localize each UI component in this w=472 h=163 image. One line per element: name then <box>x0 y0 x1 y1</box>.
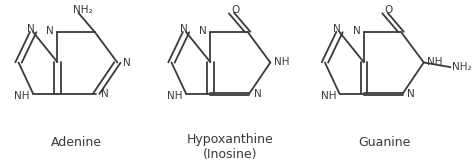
Text: N: N <box>407 89 415 99</box>
Text: NH: NH <box>167 91 183 102</box>
Text: NH: NH <box>14 91 30 102</box>
Text: O: O <box>231 5 239 15</box>
Text: N: N <box>333 24 341 34</box>
Text: N: N <box>101 89 109 99</box>
Text: NH: NH <box>274 57 289 67</box>
Text: N: N <box>353 26 360 36</box>
Text: Guanine: Guanine <box>358 136 411 149</box>
Text: Adenine: Adenine <box>51 136 102 149</box>
Text: NH₂: NH₂ <box>452 62 472 72</box>
Text: NH: NH <box>427 57 443 67</box>
Text: N: N <box>123 58 130 67</box>
Text: NH₂: NH₂ <box>73 5 93 15</box>
Text: N: N <box>180 24 188 34</box>
Text: N: N <box>253 89 261 99</box>
Text: Hypoxanthine
(Inosine): Hypoxanthine (Inosine) <box>187 133 274 161</box>
Text: N: N <box>199 26 207 36</box>
Text: O: O <box>385 5 393 15</box>
Text: N: N <box>46 26 54 36</box>
Text: NH: NH <box>321 91 336 102</box>
Text: N: N <box>27 24 35 34</box>
